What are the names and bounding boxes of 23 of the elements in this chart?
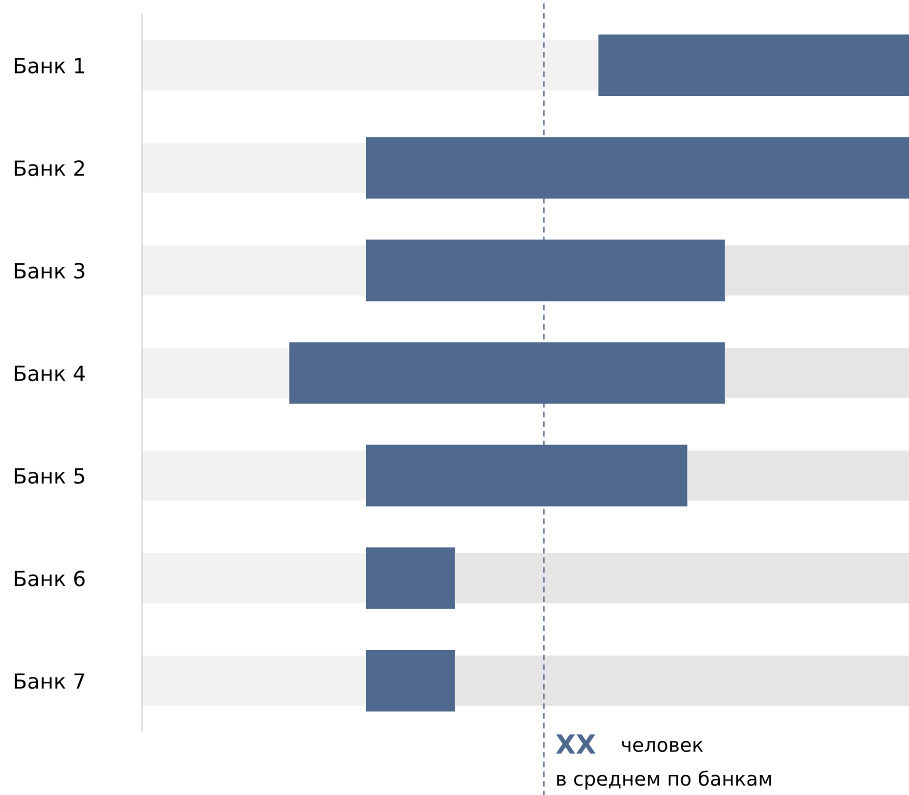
bar [142,656,366,706]
bar [142,553,366,604]
y-tick-label: Банк 6 [14,570,85,586]
bar [454,553,909,604]
bar [142,348,290,398]
bar [724,245,909,296]
ref-line-label: XX [556,734,596,754]
bar [142,450,366,501]
y-tick-label: Банк 7 [14,673,84,689]
bar [142,245,366,296]
y-tick-label: Банк 3 [14,262,84,279]
y-tick-label: Банк 4 [14,366,85,382]
bar [454,656,909,706]
bar [142,142,366,193]
bar [598,34,909,96]
y-tick-label: Банк 2 [14,160,84,176]
bar [366,547,455,609]
y-tick-label: Банк 1 [14,58,84,74]
bar [366,650,455,712]
bar [687,450,909,501]
bar [724,348,909,398]
bar [142,40,598,90]
y-tick-label: Банк 5 [14,468,84,484]
